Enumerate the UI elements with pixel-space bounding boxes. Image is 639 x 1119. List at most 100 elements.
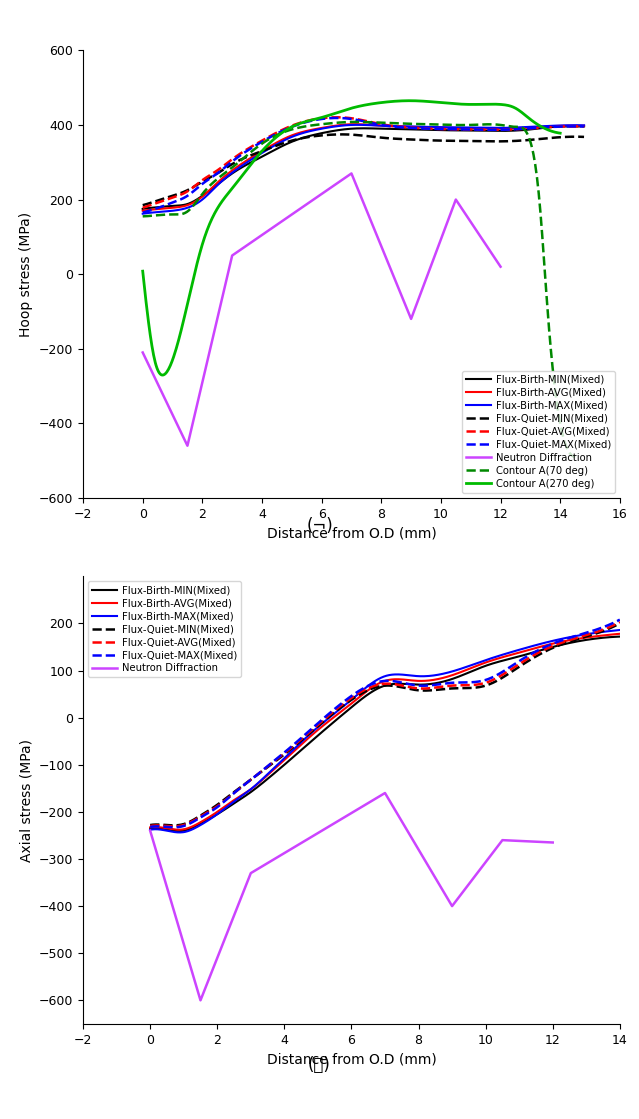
Flux-Birth-AVG(Mixed)	[606, 628, 613, 641]
Flux-Quiet-MAX(Mixed)	[146, 820, 154, 834]
Flux-Birth-AVG(Mixed)	[371, 679, 378, 693]
Flux-Quiet-MAX(Mixed)	[139, 206, 146, 219]
Flux-Birth-MIN(Mixed)	[351, 122, 359, 135]
Flux-Quiet-MIN(Mixed)	[378, 131, 386, 144]
Line: Flux-Quiet-MAX(Mixed): Flux-Quiet-MAX(Mixed)	[142, 117, 584, 213]
Line: Flux-Quiet-AVG(Mixed): Flux-Quiet-AVG(Mixed)	[150, 622, 620, 826]
Contour A(70 deg)	[352, 115, 360, 129]
Flux-Quiet-MAX(Mixed)	[403, 121, 410, 134]
Flux-Quiet-MIN(Mixed)	[373, 680, 381, 694]
Contour A(70 deg)	[347, 115, 355, 129]
Flux-Quiet-MIN(Mixed)	[616, 617, 624, 630]
Flux-Birth-MAX(Mixed)	[176, 826, 183, 839]
Flux-Birth-MIN(Mixed)	[401, 123, 409, 137]
Line: Flux-Birth-AVG(Mixed): Flux-Birth-AVG(Mixed)	[150, 633, 620, 829]
Flux-Quiet-MAX(Mixed)	[371, 677, 378, 690]
Flux-Quiet-MIN(Mixed)	[350, 128, 357, 141]
Flux-Quiet-AVG(Mixed)	[401, 679, 409, 693]
Contour A(70 deg)	[139, 209, 146, 223]
Flux-Quiet-AVG(Mixed)	[350, 112, 357, 125]
Flux-Birth-MIN(Mixed)	[373, 683, 381, 696]
Flux-Birth-MIN(Mixed)	[571, 120, 578, 133]
Flux-Birth-AVG(Mixed)	[571, 119, 578, 132]
Neutron Diffraction	[247, 866, 254, 880]
Line: Flux-Quiet-MIN(Mixed): Flux-Quiet-MIN(Mixed)	[142, 134, 584, 205]
Flux-Quiet-AVG(Mixed)	[139, 201, 146, 215]
Flux-Quiet-MAX(Mixed)	[606, 618, 613, 631]
Contour A(270 deg)	[139, 264, 146, 278]
Flux-Quiet-MAX(Mixed)	[332, 111, 340, 124]
Line: Contour A(70 deg): Contour A(70 deg)	[142, 122, 575, 457]
Neutron Diffraction	[381, 787, 389, 800]
Flux-Birth-AVG(Mixed)	[348, 117, 356, 131]
Flux-Quiet-MIN(Mixed)	[580, 130, 588, 143]
Contour A(270 deg)	[548, 124, 556, 138]
Contour A(270 deg)	[406, 94, 413, 107]
Contour A(270 deg)	[482, 97, 490, 111]
Flux-Quiet-MAX(Mixed)	[532, 645, 540, 658]
Contour A(70 deg)	[562, 438, 569, 451]
Line: Flux-Quiet-MAX(Mixed): Flux-Quiet-MAX(Mixed)	[150, 620, 620, 827]
Flux-Quiet-MIN(Mixed)	[139, 198, 146, 211]
Line: Flux-Quiet-MIN(Mixed): Flux-Quiet-MIN(Mixed)	[150, 623, 620, 826]
Flux-Birth-MIN(Mixed)	[401, 677, 409, 690]
Flux-Quiet-MAX(Mixed)	[170, 820, 178, 834]
Contour A(70 deg)	[494, 117, 502, 131]
Line: Neutron Diffraction: Neutron Diffraction	[142, 173, 500, 445]
Flux-Quiet-MIN(Mixed)	[371, 681, 378, 695]
Flux-Birth-MAX(Mixed)	[502, 121, 509, 134]
Flux-Birth-MIN(Mixed)	[564, 120, 572, 133]
Flux-Birth-MAX(Mixed)	[146, 824, 154, 837]
Neutron Diffraction	[183, 439, 191, 452]
Legend: Flux-Birth-MIN(Mixed), Flux-Birth-AVG(Mixed), Flux-Birth-MAX(Mixed), Flux-Quiet-: Flux-Birth-MIN(Mixed), Flux-Birth-AVG(Mi…	[88, 581, 242, 677]
Contour A(70 deg)	[571, 450, 579, 463]
Flux-Birth-MIN(Mixed)	[371, 684, 378, 697]
Neutron Diffraction	[452, 192, 459, 206]
Flux-Birth-MAX(Mixed)	[378, 119, 386, 132]
Flux-Quiet-MAX(Mixed)	[350, 113, 357, 126]
Flux-Quiet-MAX(Mixed)	[616, 613, 624, 627]
Flux-Quiet-MIN(Mixed)	[571, 130, 578, 143]
Contour A(270 deg)	[389, 95, 396, 109]
Flux-Birth-MAX(Mixed)	[401, 668, 409, 681]
Flux-Birth-AVG(Mixed)	[403, 120, 410, 133]
Contour A(270 deg)	[366, 97, 373, 111]
Flux-Birth-MIN(Mixed)	[616, 630, 624, 643]
Line: Flux-Birth-MAX(Mixed): Flux-Birth-MAX(Mixed)	[150, 630, 620, 833]
Flux-Birth-MIN(Mixed)	[174, 825, 182, 838]
Flux-Birth-AVG(Mixed)	[427, 674, 435, 687]
Flux-Quiet-MAX(Mixed)	[427, 678, 435, 692]
Neutron Diffraction	[498, 834, 506, 847]
Contour A(70 deg)	[397, 116, 404, 130]
Flux-Quiet-AVG(Mixed)	[378, 117, 386, 131]
Line: Flux-Birth-AVG(Mixed): Flux-Birth-AVG(Mixed)	[142, 124, 584, 210]
Flux-Birth-MIN(Mixed)	[427, 677, 435, 690]
Flux-Quiet-MAX(Mixed)	[580, 120, 588, 133]
Flux-Birth-MAX(Mixed)	[351, 119, 359, 132]
Neutron Diffraction	[139, 346, 146, 359]
X-axis label: Distance from O.D (mm): Distance from O.D (mm)	[266, 526, 436, 540]
Flux-Birth-AVG(Mixed)	[352, 117, 360, 131]
Flux-Birth-MAX(Mixed)	[373, 674, 381, 687]
Flux-Birth-MIN(Mixed)	[378, 122, 385, 135]
Flux-Quiet-MAX(Mixed)	[571, 120, 578, 133]
Flux-Birth-AVG(Mixed)	[616, 627, 624, 640]
Legend: Flux-Birth-MIN(Mixed), Flux-Birth-AVG(Mixed), Flux-Birth-MAX(Mixed), Flux-Quiet-: Flux-Birth-MIN(Mixed), Flux-Birth-AVG(Mi…	[461, 372, 615, 493]
Contour A(270 deg)	[159, 368, 167, 382]
Contour A(270 deg)	[557, 126, 564, 140]
Flux-Quiet-AVG(Mixed)	[334, 111, 341, 124]
Neutron Diffraction	[449, 900, 456, 913]
Flux-Birth-MIN(Mixed)	[139, 203, 146, 216]
Flux-Birth-AVG(Mixed)	[502, 122, 509, 135]
Flux-Quiet-AVG(Mixed)	[146, 819, 154, 833]
Neutron Diffraction	[407, 312, 415, 326]
Flux-Quiet-MIN(Mixed)	[170, 819, 178, 833]
Flux-Quiet-MAX(Mixed)	[378, 119, 386, 132]
Flux-Quiet-MIN(Mixed)	[401, 681, 409, 695]
Flux-Quiet-MIN(Mixed)	[403, 132, 410, 145]
Flux-Birth-MAX(Mixed)	[532, 638, 540, 651]
Flux-Quiet-MIN(Mixed)	[532, 650, 540, 664]
Flux-Birth-MAX(Mixed)	[571, 119, 578, 132]
Flux-Birth-MAX(Mixed)	[403, 120, 410, 133]
Flux-Birth-AVG(Mixed)	[146, 820, 154, 834]
